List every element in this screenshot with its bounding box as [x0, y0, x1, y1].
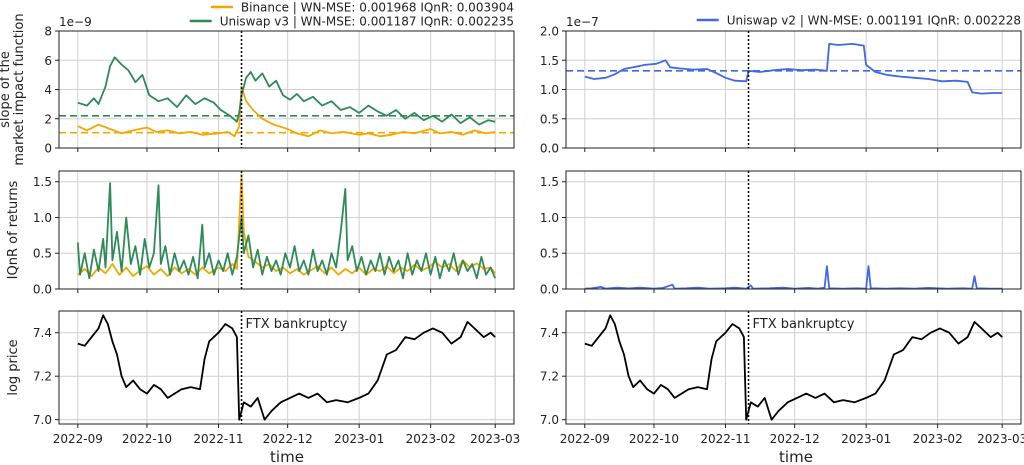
- y-tick-label: 7.0: [540, 413, 559, 427]
- legend-label: Binance | WN-MSE: 0.001968 IQnR: 0.00390…: [241, 1, 514, 15]
- y-tick-label: 0: [44, 142, 52, 156]
- y-tick-label: 1.0: [33, 211, 52, 225]
- y-tick-label: 0.5: [540, 247, 559, 261]
- panel-slope-left: 0 2 4 6 8 1e−9 slope of the market impact funct…: [0, 1, 515, 166]
- y-tick-label: 7.2: [33, 370, 52, 384]
- series-line: [76, 182, 497, 280]
- panel-iqnr-right: 0.0 0.5 1.0 1.5: [540, 170, 1022, 297]
- plot-area: [584, 265, 1003, 289]
- y-tick-label: 7.0: [33, 413, 52, 427]
- x-tick-label: 2023-01: [334, 432, 384, 446]
- y-tick-label: 0.5: [33, 247, 52, 261]
- axis-scale-label: 1e−7: [566, 15, 599, 29]
- y-axis-label: market impact function: [12, 13, 27, 165]
- y-tick-label: 0.0: [540, 283, 559, 297]
- legend-entry: Uniswap v3 | WN-MSE: 0.001187 IQnR: 0.00…: [189, 15, 514, 29]
- x-tick-label: 2022-11: [700, 432, 750, 446]
- y-tick-label: 7.4: [33, 326, 52, 340]
- series-line: [77, 56, 496, 126]
- axes-frame: [58, 30, 515, 149]
- plot-area: [76, 173, 497, 280]
- y-axis-label: slope of the: [0, 51, 13, 128]
- y-tick-label: 7.4: [540, 326, 559, 340]
- series-line: [77, 314, 496, 421]
- y-tick-label: 1.5: [33, 175, 52, 189]
- x-tick-label: 2023-02: [913, 432, 963, 446]
- event-label: FTX bankruptcy: [246, 317, 348, 332]
- axes-frame: [58, 170, 515, 290]
- panel-price-right: 7.0 7.2 7.4 2022-09 2022-10 2022-11 2022-12 202…: [540, 310, 1024, 446]
- legend-entry: Binance | WN-MSE: 0.001968 IQnR: 0.00390…: [210, 1, 514, 15]
- x-tick-label: 2022-10: [629, 432, 679, 446]
- series-line: [584, 314, 1003, 421]
- series-line: [77, 85, 496, 138]
- plot-area: [77, 314, 496, 421]
- y-tick-label: 0.0: [540, 142, 559, 156]
- x-tick-label: 2022-10: [122, 432, 172, 446]
- axes-frame: [58, 310, 515, 425]
- legend-label: Uniswap v2 | WN-MSE: 0.001191 IQnR: 0.00…: [727, 14, 1021, 28]
- x-tick-label: 2022-12: [770, 432, 820, 446]
- panel-price-left: 7.0 7.2 7.4 2022-09 2022-10 2022-11 2022-12 202…: [6, 310, 520, 446]
- y-tick-label: 0.5: [540, 112, 559, 126]
- y-tick-label: 1.5: [540, 54, 559, 68]
- plot-area: [584, 314, 1003, 421]
- y-tick-label: 7.2: [540, 370, 559, 384]
- x-tick-label: 2022-09: [560, 432, 610, 446]
- y-tick-label: 1.5: [540, 175, 559, 189]
- x-tick-label: 2023-03: [977, 432, 1024, 446]
- y-tick-label: 8: [44, 25, 52, 39]
- plot-area: [566, 43, 1021, 95]
- axes-frame: [565, 310, 1022, 425]
- y-tick-label: 2.0: [540, 25, 559, 39]
- x-axis-label-right: time: [779, 448, 813, 465]
- y-axis-label: log price: [6, 339, 21, 395]
- axis-scale-label: 1e−9: [59, 15, 92, 29]
- series-line: [584, 43, 1003, 95]
- x-tick-label: 2023-02: [406, 432, 456, 446]
- y-tick-label: 2: [44, 112, 52, 126]
- x-tick-label: 2023-01: [841, 432, 891, 446]
- series-line: [584, 265, 1003, 289]
- panel-slope-right: 0.0 0.5 1.0 1.5 2.0 1e−7 Uniswap v2 | WN-MSE: …: [540, 14, 1022, 156]
- panel-iqnr-left: 0.0 0.5 1.0 1.5 IQnR of returns: [6, 170, 515, 297]
- x-tick-label: 2022-09: [53, 432, 103, 446]
- x-tick-label: 2023-03: [470, 432, 520, 446]
- y-tick-label: 1.0: [540, 83, 559, 97]
- x-tick-label: 2022-11: [193, 432, 243, 446]
- legend-entry: Uniswap v2 | WN-MSE: 0.001191 IQnR: 0.00…: [696, 14, 1021, 28]
- y-tick-label: 6: [44, 54, 52, 68]
- series-line: [77, 173, 496, 277]
- plot-area: [59, 56, 514, 138]
- x-tick-label: 2022-12: [263, 432, 313, 446]
- axes-frame: [565, 30, 1022, 149]
- y-axis-label: IQnR of returns: [6, 180, 21, 279]
- axes-frame: [565, 170, 1022, 290]
- y-tick-label: 0.0: [33, 283, 52, 297]
- x-axis-label-left: time: [270, 448, 304, 465]
- legend-label: Uniswap v3 | WN-MSE: 0.001187 IQnR: 0.00…: [220, 15, 514, 29]
- y-tick-label: 4: [44, 83, 52, 97]
- y-tick-label: 1.0: [540, 211, 559, 225]
- event-label: FTX bankruptcy: [753, 317, 855, 332]
